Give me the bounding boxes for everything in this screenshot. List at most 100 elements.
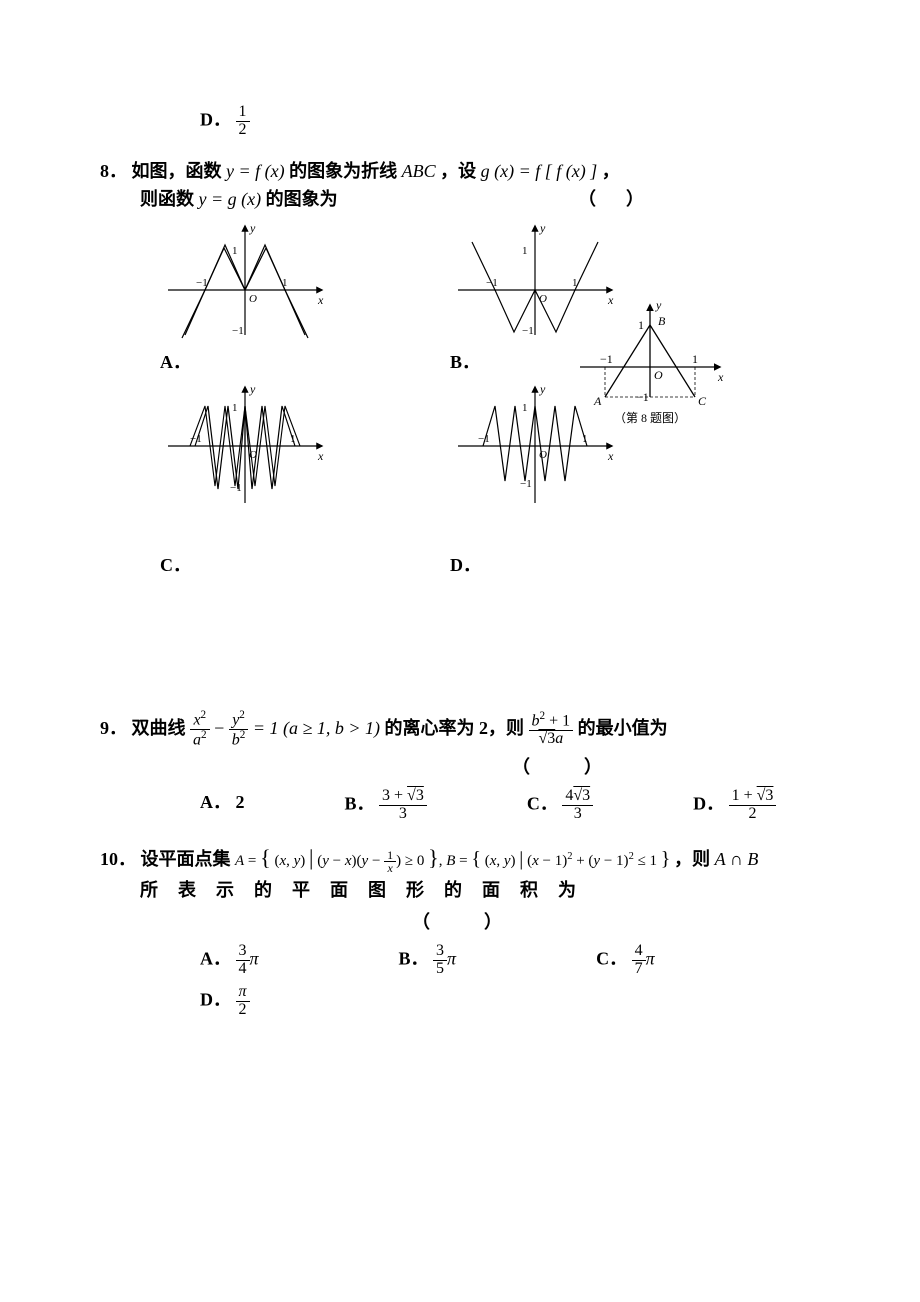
neg1-y: −1 <box>522 325 534 337</box>
q10-opt-D: D． π 2 <box>200 984 820 1019</box>
q8-number: 8． <box>100 161 127 181</box>
q9-opt-A: A． 2 <box>200 788 245 823</box>
q10-answer-blank: （ ） <box>100 908 820 937</box>
q8-svg-C: x y O −1 1 1 −1 <box>160 381 330 511</box>
val: 2 <box>236 792 245 812</box>
pt-C: C <box>698 394 707 407</box>
q10-stem-line1: 10． 设平面点集 A = { (x, y) | (y − x)(y − 1x)… <box>100 840 820 875</box>
q8-label-C: C． <box>160 551 191 580</box>
label: C． <box>527 793 558 813</box>
frac: 3 5 <box>433 943 447 978</box>
q10-stem-line2: 所表示的平面图形的面积为 <box>140 876 820 905</box>
q8-answer-blank: （ ） <box>578 185 650 214</box>
neg1-x: −1 <box>486 277 498 289</box>
q10-set-expr: A = { (x, y) | (y − x)(y − 1x) ≥ 0 }, B … <box>235 853 674 869</box>
neg1-y: −1 <box>520 478 532 490</box>
q9-options: A． 2 B． 3 + √3 3 C． 4√3 3 D． 1 + √3 2 <box>200 788 820 823</box>
pos1-y: 1 <box>232 402 238 414</box>
q7-optd-label: D． <box>200 109 231 129</box>
axis-x: x <box>317 449 324 463</box>
frac: π 2 <box>236 984 250 1019</box>
q10-AiB: A ∩ B <box>715 849 759 869</box>
q8-text-c: ，设 <box>440 161 481 181</box>
nb: √3 <box>757 787 774 804</box>
pi: π <box>447 949 456 969</box>
q8-ref-caption: （第 8 题图） <box>570 409 730 428</box>
pos1-y: 1 <box>522 402 528 414</box>
pos1-x: 1 <box>290 433 296 445</box>
neg1-x: −1 <box>196 277 208 289</box>
q8-text-d: ， <box>602 161 620 181</box>
question-10: 10． 设平面点集 A = { (x, y) | (y − x)(y − 1x)… <box>100 840 820 1018</box>
q8-ref-svg: x y O −1 1 1 −1 B A C <box>570 297 730 407</box>
q8-abc: ABC <box>402 161 436 181</box>
neg1-y: −1 <box>232 325 244 337</box>
frac: 3 4 <box>236 943 250 978</box>
q9-text-b: 的离心率为 2，则 <box>385 718 529 738</box>
q9-frac2: y2 b2 <box>229 710 249 749</box>
q8-label-D: D． <box>450 551 481 580</box>
q9-opt-B: B． 3 + √3 3 <box>345 788 427 823</box>
den: 2 <box>729 806 777 823</box>
den: 3 <box>562 806 593 823</box>
frac1-den-var: a <box>193 731 201 748</box>
q9-stem: 9． 双曲线 x2 a2 − y2 b2 = 1 (a ≥ 1, b > 1) … <box>100 710 820 749</box>
q10-options-row1: A． 3 4 π B． 3 5 π C． 4 7 π <box>200 943 820 978</box>
num: 3 <box>433 943 447 961</box>
pos1-x: 1 <box>692 352 698 366</box>
den: 7 <box>632 961 646 978</box>
q9-answer-blank: （ ） <box>300 753 820 782</box>
den: 3 <box>379 806 427 823</box>
q10-text-b: ，则 <box>674 849 715 869</box>
q8-eq-gx: g (x) = f [ f (x) ] <box>481 161 598 181</box>
q9-text-c: 的最小值为 <box>578 718 668 738</box>
q8-label-B: B． <box>450 348 480 377</box>
frac3-num-tail: + 1 <box>545 712 570 729</box>
den: 5 <box>433 961 447 978</box>
num: 4 <box>632 943 646 961</box>
neg1-y: −1 <box>636 390 649 404</box>
frac3-root3: √3 <box>538 730 555 747</box>
label: A． <box>200 792 231 812</box>
label: B． <box>345 793 375 813</box>
pt-B: B <box>658 314 666 328</box>
label: D． <box>693 793 724 813</box>
pos1-x: 1 <box>572 277 578 289</box>
q8-text-a: 如图，函数 <box>132 161 227 181</box>
nb: √3 <box>573 787 590 804</box>
q8-line1: 8． 如图，函数 y = f (x) 的图象为折线 ABC ，设 g (x) =… <box>100 157 820 186</box>
q10-opt-C: C． 4 7 π <box>596 943 655 978</box>
axis-y-label: y <box>655 298 662 312</box>
q9-minus: − <box>214 718 229 738</box>
q9-number: 9． <box>100 718 127 738</box>
axis-y: y <box>249 221 256 235</box>
axis-y: y <box>249 382 256 396</box>
origin: O <box>539 293 547 305</box>
q7-optd-frac: 1 2 <box>236 104 250 139</box>
pi: π <box>250 949 259 969</box>
q8-text-e: 则函数 <box>140 189 199 209</box>
pi: π <box>646 949 655 969</box>
label: C． <box>596 949 627 969</box>
q8-graph-C: x y O −1 1 1 −1 C． <box>160 381 330 580</box>
nb: √3 <box>407 787 424 804</box>
q8-line2: 则函数 y = g (x) 的图象为 （ ） <box>140 185 650 214</box>
frac2-den-var: b <box>232 731 240 748</box>
frac: 3 + √3 3 <box>379 788 427 823</box>
q9-eq-tail: = 1 (a ≥ 1, b > 1) <box>253 718 380 738</box>
pos1-y: 1 <box>522 245 528 257</box>
den: 2 <box>236 1002 250 1019</box>
label: D． <box>200 989 231 1009</box>
q9-opt-D: D． 1 + √3 2 <box>693 788 776 823</box>
den: 4 <box>236 961 250 978</box>
neg1-x: −1 <box>478 433 490 445</box>
num: π <box>236 984 250 1002</box>
na: 3 + <box>382 787 407 804</box>
origin: O <box>539 449 547 461</box>
q7-option-d: D． 1 2 <box>200 104 820 139</box>
q8-eq-yfx: y = f (x) <box>226 161 285 181</box>
frac3-num-b: b <box>532 712 540 729</box>
origin: O <box>249 293 257 305</box>
frac1-num-var: x <box>193 711 200 728</box>
q9-text-a: 双曲线 <box>132 718 191 738</box>
